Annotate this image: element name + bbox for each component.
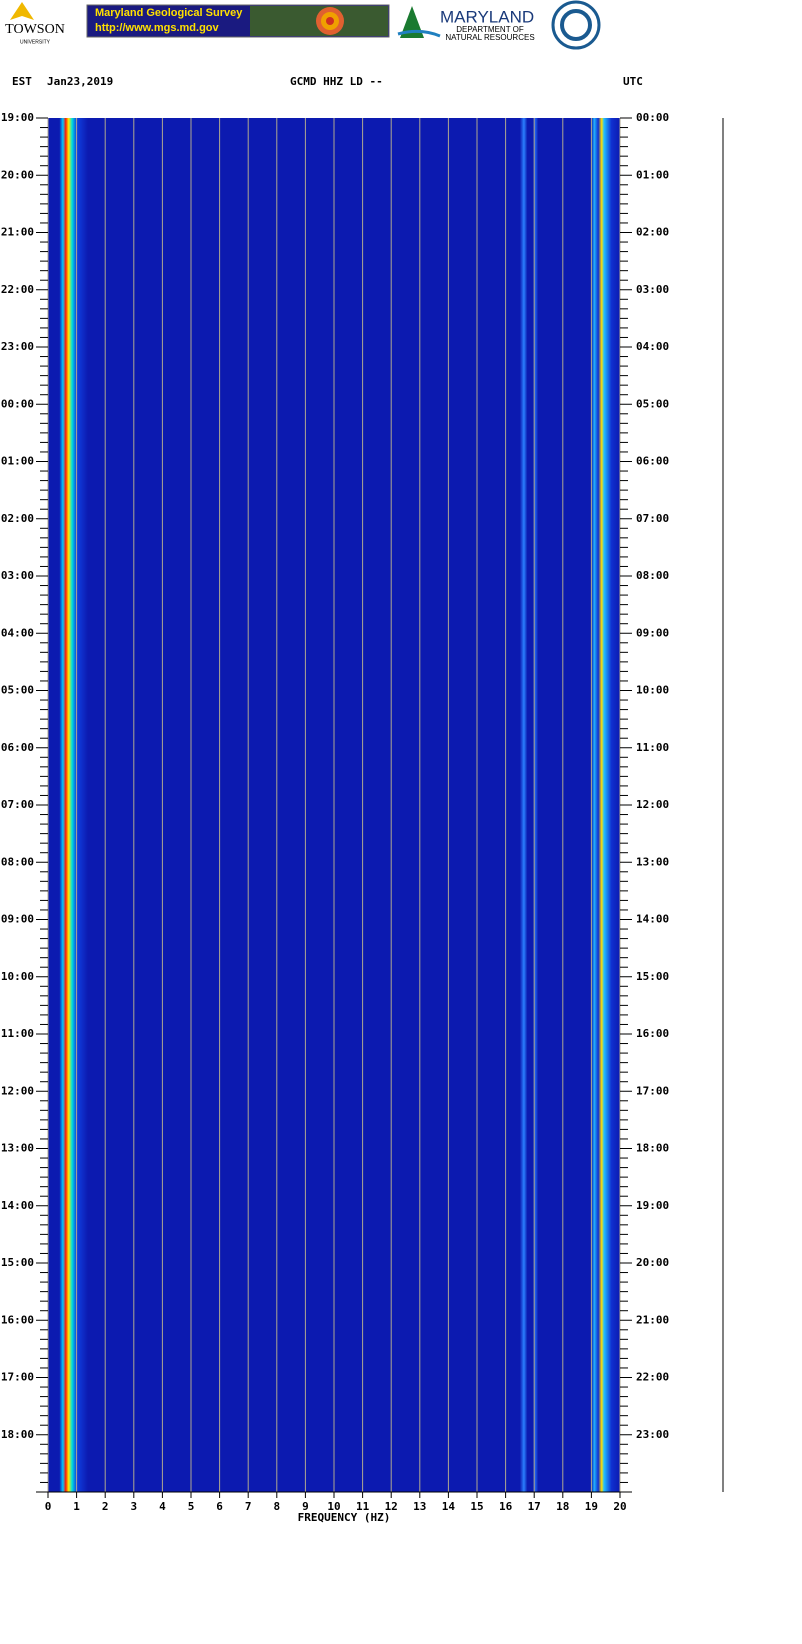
- x-tick-label: 19: [585, 1500, 598, 1513]
- y-tick-label-left: 00:00: [1, 397, 34, 410]
- x-tick-label: 6: [216, 1500, 223, 1513]
- dnr-sub1: DEPARTMENT OF: [456, 25, 524, 34]
- y-tick-label-right: 20:00: [636, 1256, 669, 1269]
- right-label: UTC: [623, 75, 643, 88]
- y-tick-label-left: 23:00: [1, 340, 34, 353]
- y-tick-label-left: 09:00: [1, 913, 34, 926]
- y-tick-label-right: 01:00: [636, 168, 669, 181]
- x-tick-label: 12: [385, 1500, 398, 1513]
- x-tick-label: 10: [327, 1500, 340, 1513]
- y-tick-label-right: 16:00: [636, 1027, 669, 1040]
- y-tick-label-left: 06:00: [1, 741, 34, 754]
- y-tick-label-right: 06:00: [636, 455, 669, 468]
- y-tick-label-right: 02:00: [636, 226, 669, 239]
- x-axis-label: FREQUENCY (HZ): [298, 1511, 391, 1524]
- y-tick-label-left: 20:00: [1, 168, 34, 181]
- y-tick-label-left: 11:00: [1, 1027, 34, 1040]
- towson-sub: UNIVERSITY: [20, 39, 51, 45]
- y-tick-label-right: 04:00: [636, 340, 669, 353]
- y-tick-label-left: 13:00: [1, 1142, 34, 1155]
- y-tick-label-left: 22:00: [1, 283, 34, 296]
- dnr-title: MARYLAND: [440, 7, 534, 26]
- x-tick-label: 7: [245, 1500, 252, 1513]
- x-tick-label: 3: [130, 1500, 137, 1513]
- date: Jan23,2019: [47, 75, 113, 88]
- y-tick-label-right: 11:00: [636, 741, 669, 754]
- y-tick-label-right: 10:00: [636, 684, 669, 697]
- y-tick-label-left: 19:00: [1, 111, 34, 124]
- dnr-logo: MARYLAND DEPARTMENT OF NATURAL RESOURCES: [397, 6, 535, 42]
- x-tick-label: 2: [102, 1500, 109, 1513]
- y-tick-label-left: 03:00: [1, 569, 34, 582]
- y-tick-label-left: 12:00: [1, 1084, 34, 1097]
- x-tick-label: 8: [273, 1500, 280, 1513]
- mgs-banner: Maryland Geological Survey http://www.mg…: [86, 4, 390, 38]
- y-tick-label-right: 23:00: [636, 1428, 669, 1441]
- x-tick-label: 18: [556, 1500, 569, 1513]
- y-tick-label-right: 17:00: [636, 1084, 669, 1097]
- x-tick-label: 11: [356, 1500, 370, 1513]
- y-tick-label-left: 07:00: [1, 798, 34, 811]
- y-tick-label-right: 00:00: [636, 111, 669, 124]
- x-tick-label: 0: [45, 1500, 52, 1513]
- y-tick-label-right: 05:00: [636, 397, 669, 410]
- mgs-url: http://www.mgs.md.gov: [95, 22, 220, 34]
- y-tick-label-right: 14:00: [636, 913, 669, 926]
- x-tick-label: 17: [528, 1500, 541, 1513]
- x-tick-label: 5: [188, 1500, 195, 1513]
- x-tick-label: 13: [413, 1500, 426, 1513]
- dnr-sub2: NATURAL RESOURCES: [445, 33, 534, 42]
- y-tick-label-left: 17:00: [1, 1371, 34, 1384]
- x-tick-label: 9: [302, 1500, 309, 1513]
- y-tick-label-left: 08:00: [1, 855, 34, 868]
- x-tick-label: 4: [159, 1500, 166, 1513]
- y-tick-label-left: 14:00: [1, 1199, 34, 1212]
- y-tick-label-right: 15:00: [636, 970, 669, 983]
- x-tick-label: 15: [470, 1500, 483, 1513]
- x-tick-label: 16: [499, 1500, 513, 1513]
- y-tick-label-left: 02:00: [1, 512, 34, 525]
- x-tick-label: 20: [613, 1500, 626, 1513]
- y-tick-label-left: 21:00: [1, 226, 34, 239]
- college-seal: [551, 0, 601, 50]
- y-tick-label-right: 18:00: [636, 1142, 669, 1155]
- y-tick-label-left: 15:00: [1, 1256, 34, 1269]
- y-tick-label-left: 01:00: [1, 455, 34, 468]
- y-tick-label-right: 21:00: [636, 1313, 669, 1326]
- y-tick-label-right: 13:00: [636, 855, 669, 868]
- y-tick-label-left: 04:00: [1, 626, 34, 639]
- y-tick-label-right: 08:00: [636, 569, 669, 582]
- towson-name: TOWSON: [5, 22, 65, 37]
- y-tick-label-right: 07:00: [636, 512, 669, 525]
- chart-title: GCMD HHZ LD --: [290, 75, 383, 88]
- y-tick-label-left: 10:00: [1, 970, 34, 983]
- y-tick-label-right: 19:00: [636, 1199, 669, 1212]
- y-tick-label-left: 18:00: [1, 1428, 34, 1441]
- left-label: EST: [12, 75, 32, 88]
- mgs-title: Maryland Geological Survey: [95, 7, 243, 19]
- y-tick-label-right: 12:00: [636, 798, 669, 811]
- y-tick-label-right: 03:00: [636, 283, 669, 296]
- towson-logo: TOWSON UNIVERSITY: [5, 2, 65, 45]
- y-tick-label-right: 09:00: [636, 626, 669, 639]
- y-tick-label-left: 16:00: [1, 1313, 34, 1326]
- x-tick-label: 14: [442, 1500, 456, 1513]
- y-tick-label-right: 22:00: [636, 1371, 669, 1384]
- x-tick-label: 1: [73, 1500, 80, 1513]
- y-tick-label-left: 05:00: [1, 684, 34, 697]
